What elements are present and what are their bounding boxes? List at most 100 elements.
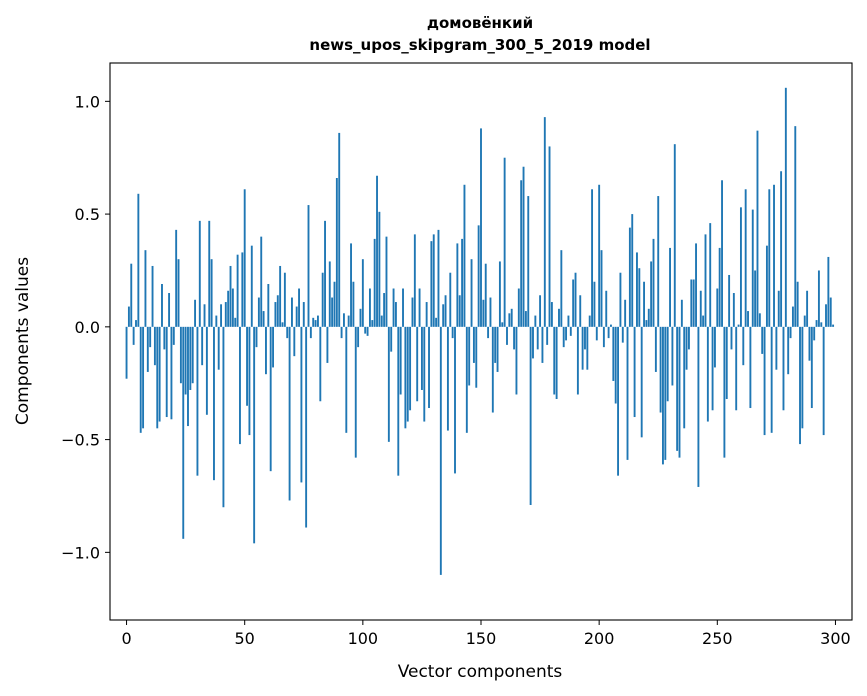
bar-239 [690,279,693,327]
bar-149 [477,225,480,327]
bar-13 [156,326,159,429]
bar-26 [187,326,189,427]
bar-195 [586,326,589,370]
bar-66 [281,322,284,327]
bar-36 [210,259,213,327]
bar-18 [168,293,171,327]
bar-211 [624,299,627,327]
bar-58 [262,311,265,327]
bar-71 [293,326,296,357]
bar-295 [822,326,825,436]
bar-237 [685,326,688,370]
x-tick-label-0: 0 [121,629,131,648]
bar-238 [688,326,690,350]
bar-150 [480,128,482,327]
bar-132 [437,229,440,327]
bar-112 [390,326,393,352]
bar-143 [463,184,466,327]
bar-9 [146,326,149,372]
bar-258 [735,326,738,411]
x-tick-label-150: 150 [466,629,497,648]
bar-64 [276,295,279,327]
bar-48 [239,326,241,445]
bar-42 [224,302,227,327]
bar-224 [654,326,657,372]
bar-23 [179,326,182,384]
bar-101 [364,326,367,334]
bar-261 [742,326,745,366]
bar-180 [550,302,553,327]
bar-81 [317,315,319,327]
bar-126 [423,326,426,422]
bar-40 [220,304,223,327]
bar-51 [246,326,248,406]
bar-225 [657,196,660,327]
bar-218 [640,326,643,438]
bar-188 [569,326,572,336]
bar-134 [442,304,445,327]
x-tick-label-250: 250 [702,629,733,648]
bar-118 [404,326,407,429]
bar-166 [517,288,520,327]
bar-116 [399,326,402,395]
bar-7 [142,326,145,429]
bar-297 [827,256,830,327]
bar-61 [269,326,272,472]
bar-161 [506,326,508,345]
bar-53 [250,245,253,327]
bar-256 [730,326,733,350]
bar-82 [319,326,322,402]
bar-73 [298,288,300,327]
bar-151 [482,299,485,327]
bar-45 [231,288,234,327]
bar-98 [357,326,360,348]
bar-27 [189,326,192,390]
bar-208 [617,326,619,476]
bar-22 [177,259,180,327]
y-axis-label: Components values [13,257,33,425]
bar-288 [806,290,809,327]
bar-189 [572,279,575,327]
bar-172 [532,326,534,359]
bar-4 [135,320,137,327]
bar-28 [191,326,194,384]
bar-247 [709,223,712,327]
bar-102 [366,326,369,336]
bar-287 [803,315,806,327]
bar-69 [288,326,291,501]
bar-201 [600,250,603,327]
bar-249 [714,326,716,368]
bar-15 [161,284,163,327]
bar-130 [432,234,435,327]
bar-219 [643,281,645,327]
bar-5 [137,193,140,327]
bar-20 [172,326,175,345]
bar-236 [683,326,686,429]
bar-290 [810,326,813,409]
bar-123 [416,326,419,402]
bar-223 [652,238,655,327]
bar-76 [305,326,308,528]
bar-158 [498,261,501,327]
bar-279 [784,87,787,327]
bar-10 [149,326,152,348]
bar-114 [394,302,397,327]
bar-11 [151,265,154,327]
bar-226 [659,326,662,413]
bar-181 [553,326,556,395]
x-tick-label-300: 300 [820,629,851,648]
bar-160 [503,157,506,327]
bar-271 [765,245,768,327]
bar-254 [725,326,728,399]
bar-57 [260,236,263,327]
bar-173 [534,315,537,327]
bar-138 [451,326,454,339]
bar-187 [567,315,570,327]
bar-273 [770,326,773,433]
bar-293 [817,270,820,327]
x-tick-label-100: 100 [348,629,379,648]
bar-34 [205,326,208,415]
bar-241 [695,243,697,327]
bar-257 [732,293,735,327]
